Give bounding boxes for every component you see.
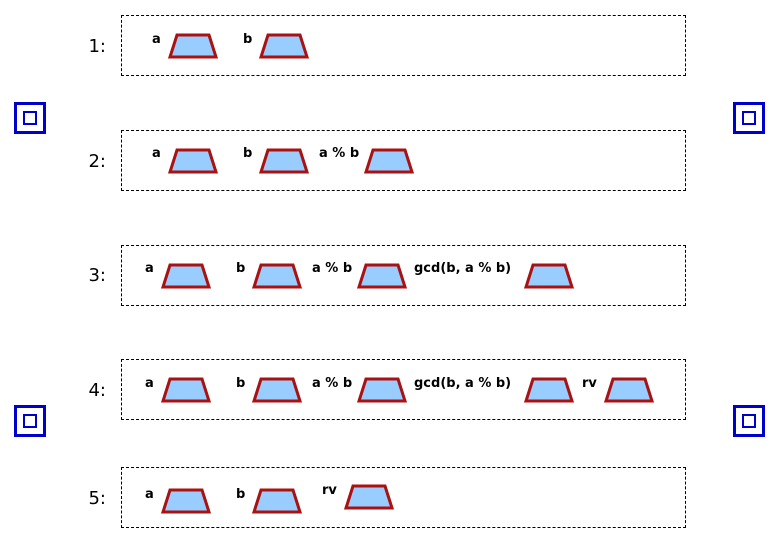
variable-label: rv: [322, 483, 337, 498]
row-number: 3:: [88, 265, 106, 286]
trapezoid-slot-icon: [357, 263, 407, 289]
corner-marker-icon-bottom-left: [14, 405, 46, 437]
trapezoid-slot-icon: [344, 484, 394, 510]
trapezoid-slot-icon: [259, 33, 309, 59]
variable-label: gcd(b, a % b): [414, 261, 512, 276]
corner-marker-icon-bottom-right: [733, 405, 765, 437]
row-number: 5:: [88, 488, 106, 509]
stack-frame: [121, 245, 686, 306]
trapezoid-slot-icon: [252, 488, 302, 514]
row-number: 1:: [88, 36, 106, 57]
trapezoid-slot-icon: [161, 377, 211, 403]
trapezoid-slot-icon: [524, 263, 574, 289]
trapezoid-slot-icon: [259, 148, 309, 174]
row-number: 2:: [88, 151, 106, 172]
variable-label: a: [152, 146, 161, 161]
variable-label: b: [243, 32, 253, 47]
corner-marker-icon-top-left: [14, 102, 46, 134]
variable-label: rv: [582, 376, 597, 391]
stack-frame: [121, 15, 686, 76]
variable-label: b: [236, 487, 246, 502]
trapezoid-slot-icon: [168, 33, 218, 59]
variable-label: a % b: [312, 376, 353, 391]
variable-label: a: [145, 261, 154, 276]
variable-label: a % b: [312, 261, 353, 276]
variable-label: b: [236, 376, 246, 391]
trapezoid-slot-icon: [252, 263, 302, 289]
trapezoid-slot-icon: [168, 148, 218, 174]
stack-frame: [121, 130, 686, 191]
variable-label: b: [243, 146, 253, 161]
corner-marker-icon-top-right: [733, 102, 765, 134]
variable-label: a: [152, 32, 161, 47]
trapezoid-slot-icon: [604, 377, 654, 403]
trapezoid-slot-icon: [252, 377, 302, 403]
variable-label: gcd(b, a % b): [414, 376, 512, 391]
variable-label: b: [236, 261, 246, 276]
variable-label: a: [145, 376, 154, 391]
variable-label: a % b: [319, 146, 360, 161]
trapezoid-slot-icon: [364, 148, 414, 174]
stack-frame: [121, 359, 686, 420]
trapezoid-slot-icon: [357, 377, 407, 403]
trapezoid-slot-icon: [524, 377, 574, 403]
row-number: 4:: [88, 380, 106, 401]
trapezoid-slot-icon: [161, 263, 211, 289]
stack-frame: [121, 467, 686, 528]
variable-label: a: [145, 487, 154, 502]
trapezoid-slot-icon: [161, 488, 211, 514]
